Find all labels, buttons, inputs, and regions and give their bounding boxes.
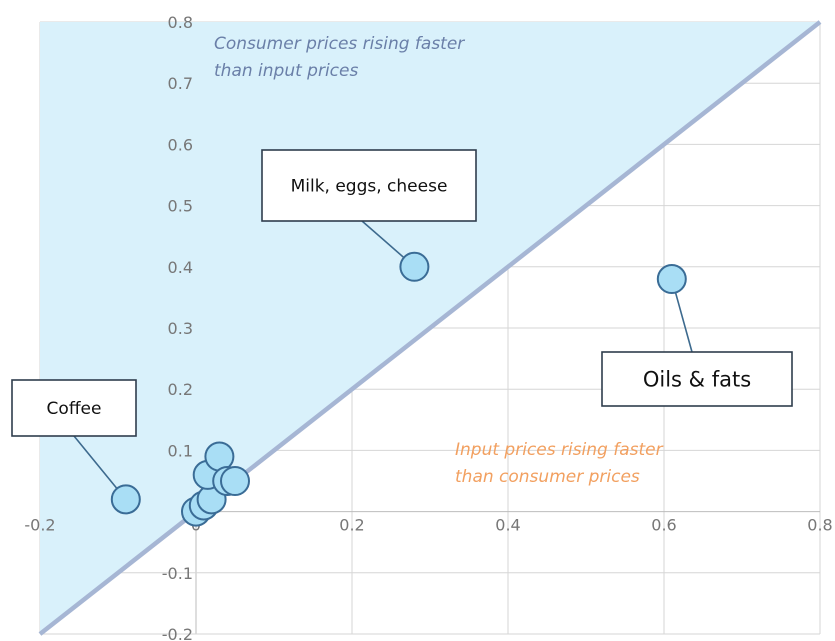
- y-tick-label: -0.1: [162, 564, 193, 583]
- callout-box: [11, 379, 137, 437]
- callout-label: Milk, eggs, cheese: [291, 177, 448, 197]
- lower-region-label: Input prices rising faster: [455, 440, 664, 460]
- lower-region-label: than consumer prices: [455, 467, 640, 487]
- y-tick-label: 0.2: [168, 380, 193, 399]
- callout-label: Coffee: [47, 399, 102, 419]
- y-tick-label: 0.6: [168, 135, 193, 154]
- data-points: [110, 251, 687, 527]
- callout-label: Oils & fats: [643, 368, 751, 392]
- region-labels: Consumer prices rising faster than input …: [214, 34, 664, 487]
- x-tick-label: -0.2: [24, 516, 55, 535]
- data-point: [110, 484, 141, 515]
- x-tick-label: 0.4: [495, 516, 520, 535]
- data-point: [656, 264, 687, 295]
- upper-region-label: Consumer prices rising faster: [214, 34, 465, 54]
- y-tick-label: 0.4: [168, 258, 193, 277]
- y-tick-label: 0.7: [168, 74, 193, 93]
- x-tick-label: 0.2: [339, 516, 364, 535]
- y-tick-label: -0.2: [162, 625, 193, 641]
- y-axis-ticks: -0.2-0.100.10.20.30.40.50.60.70.8: [162, 13, 193, 641]
- callout-box: [601, 351, 793, 407]
- callouts: Coffee Milk, eggs, cheese Oils & fats: [11, 149, 793, 437]
- x-tick-label: 0.8: [807, 516, 832, 535]
- data-point: [220, 466, 250, 496]
- y-tick-label: 0.1: [168, 441, 193, 460]
- callout-box: [261, 149, 477, 222]
- x-tick-label: 0.6: [651, 516, 676, 535]
- y-tick-label: 0.8: [168, 13, 193, 32]
- data-point: [399, 251, 430, 282]
- upper-region-label: than input prices: [214, 61, 358, 81]
- y-tick-label: 0.3: [168, 319, 193, 338]
- diagonal-line: [38, 20, 822, 636]
- y-tick-label: 0.5: [168, 197, 193, 216]
